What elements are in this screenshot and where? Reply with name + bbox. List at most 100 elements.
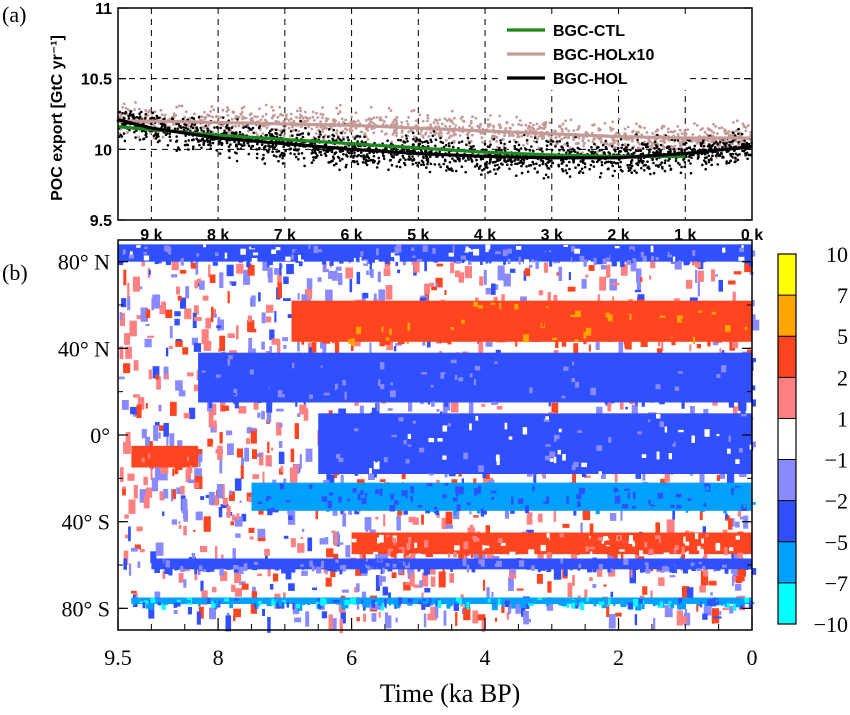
heatmap-cell bbox=[278, 441, 283, 448]
heatmap-cell bbox=[548, 399, 551, 407]
heatmap-cell bbox=[266, 400, 273, 413]
heatmap-cell bbox=[683, 259, 686, 264]
heatmap-cell bbox=[629, 322, 634, 329]
heatmap-cell bbox=[614, 246, 620, 249]
scatter-point-holx10 bbox=[554, 136, 558, 140]
heatmap-cell bbox=[740, 390, 744, 395]
scatter-point-holx10 bbox=[524, 123, 528, 127]
scatter-point-hol bbox=[483, 142, 487, 146]
scatter-point-hol bbox=[356, 155, 359, 158]
scatter-point-hol bbox=[683, 149, 686, 152]
scatter-point-hol bbox=[690, 156, 693, 159]
scatter-point-hol bbox=[377, 160, 381, 163]
scatter-point-holx10 bbox=[558, 135, 561, 138]
heatmap-cell bbox=[670, 436, 675, 444]
heatmap-cell bbox=[262, 471, 265, 485]
heatmap-cell bbox=[322, 340, 331, 344]
heatmap-cell bbox=[547, 292, 551, 303]
scatter-point-holx10 bbox=[536, 127, 540, 131]
scatter-point-holx10 bbox=[406, 123, 410, 126]
heatmap-cell bbox=[508, 436, 513, 440]
heatmap-cell bbox=[338, 542, 344, 545]
scatter-point-hol bbox=[415, 138, 419, 141]
heatmap-cell bbox=[267, 371, 273, 374]
heatmap-cell bbox=[574, 339, 579, 342]
scatter-point-hol bbox=[342, 137, 345, 141]
heatmap-cell bbox=[347, 333, 353, 336]
scatter-point-hol bbox=[496, 163, 499, 167]
scatter-point-hol bbox=[335, 162, 338, 165]
heatmap-cell bbox=[294, 464, 300, 469]
scatter-point-hol bbox=[255, 148, 258, 151]
scatter-point-hol bbox=[731, 156, 734, 159]
scatter-point-hol bbox=[333, 152, 337, 156]
heatmap-cell bbox=[207, 439, 214, 444]
scatter-point-hol bbox=[673, 138, 677, 142]
scatter-point-hol bbox=[166, 144, 170, 147]
scatter-point-hol bbox=[187, 139, 190, 142]
scatter-point-hol bbox=[628, 163, 632, 167]
heatmap-cell bbox=[321, 611, 328, 619]
scatter-point-hol bbox=[653, 147, 656, 150]
scatter-point-holx10 bbox=[421, 134, 424, 138]
scatter-point-hol bbox=[280, 131, 284, 134]
heatmap-cell bbox=[356, 271, 361, 285]
heatmap-cell bbox=[359, 550, 364, 567]
heatmap-cell bbox=[425, 552, 433, 558]
scatter-point-hol bbox=[404, 158, 407, 162]
heatmap-cell bbox=[143, 251, 147, 255]
heatmap-cell bbox=[257, 412, 261, 418]
heatmap-cell bbox=[682, 616, 688, 624]
heatmap-cell bbox=[546, 597, 554, 611]
heatmap-cell bbox=[390, 382, 393, 386]
heatmap-cell bbox=[236, 325, 239, 340]
heatmap-cell bbox=[132, 276, 140, 292]
heatmap-cell bbox=[276, 422, 282, 436]
heatmap-cell bbox=[216, 484, 224, 499]
heatmap-cell bbox=[549, 451, 556, 458]
heatmap-cell bbox=[751, 358, 756, 363]
heatmap-band bbox=[198, 352, 752, 403]
heatmap-cell bbox=[691, 260, 698, 266]
heatmap-cell bbox=[434, 316, 437, 324]
heatmap-cell bbox=[526, 512, 533, 525]
heatmap-cell bbox=[283, 535, 289, 539]
heatmap-cell bbox=[540, 384, 543, 388]
legend-label: BGC-HOL bbox=[553, 71, 628, 88]
scatter-point-holx10 bbox=[716, 132, 719, 136]
scatter-point-hol bbox=[191, 126, 195, 130]
scatter-point-hol bbox=[307, 132, 311, 136]
heatmap-cell bbox=[155, 467, 162, 481]
heatmap-cell bbox=[165, 347, 169, 357]
heatmap-cell bbox=[380, 384, 385, 390]
scatter-point-hol bbox=[163, 125, 167, 128]
heatmap-cell bbox=[340, 507, 344, 515]
scatter-point-hol bbox=[353, 151, 356, 155]
heatmap-cell bbox=[299, 333, 306, 337]
scatter-point-hol bbox=[551, 161, 555, 165]
heatmap-cell bbox=[491, 360, 497, 365]
scatter-point-holx10 bbox=[448, 125, 452, 128]
scatter-point-holx10 bbox=[412, 108, 416, 112]
scatter-point-holx10 bbox=[250, 117, 254, 120]
heatmap-cell bbox=[716, 474, 720, 481]
scatter-point-hol bbox=[581, 171, 585, 175]
heatmap-cell bbox=[666, 519, 675, 534]
heatmap-cell bbox=[751, 250, 756, 257]
scatter-point-holx10 bbox=[359, 130, 363, 134]
panel-b-label: (b) bbox=[2, 260, 28, 285]
scatter-point-hol bbox=[123, 139, 127, 143]
scatter-point-holx10 bbox=[678, 128, 682, 132]
heatmap-cell bbox=[384, 370, 389, 375]
scatter-point-hol bbox=[716, 142, 720, 146]
scatter-point-hol bbox=[659, 143, 663, 147]
scatter-point-hol bbox=[564, 169, 568, 172]
scatter-point-holx10 bbox=[470, 126, 474, 130]
heatmap-cell bbox=[630, 565, 633, 578]
scatter-point-holx10 bbox=[211, 130, 215, 134]
scatter-point-holx10 bbox=[418, 132, 422, 136]
scatter-point-holx10 bbox=[298, 106, 302, 110]
heatmap-cell bbox=[169, 433, 175, 448]
scatter-point-hol bbox=[423, 140, 427, 144]
heatmap-cell bbox=[122, 488, 126, 495]
